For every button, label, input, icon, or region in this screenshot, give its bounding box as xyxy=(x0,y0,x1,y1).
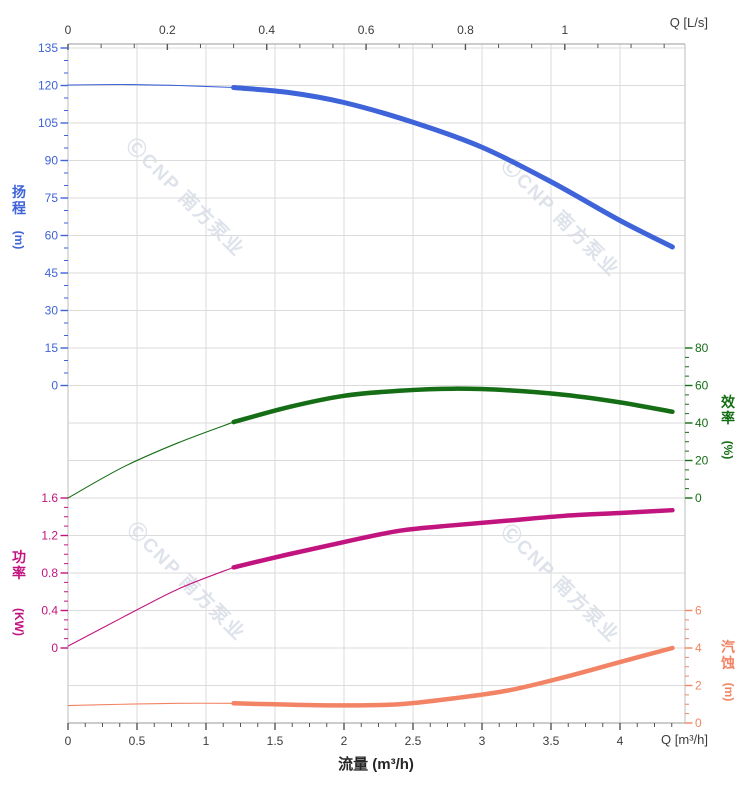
bottom-axis-tick-label: 2.5 xyxy=(405,734,422,748)
npsh-axis-unit: (m) xyxy=(722,682,736,702)
efficiency-axis-unit: (%) xyxy=(721,440,735,460)
watermark: ⒸCNP 南方泵业 xyxy=(122,133,250,261)
head-axis-tick-label: 90 xyxy=(45,154,59,168)
top-axis-tick-label: 0.6 xyxy=(358,23,375,37)
npsh-axis-tick-label: 0 xyxy=(695,716,702,730)
efficiency-axis-tick-label: 0 xyxy=(695,491,702,505)
bottom-axis-tick-label: 2 xyxy=(341,734,348,748)
efficiency-axis: 80 60 40 20 0 xyxy=(685,341,709,505)
npsh-axis: 6 4 2 0 xyxy=(685,604,702,730)
efficiency-axis-label: 效率 xyxy=(721,394,735,426)
efficiency-axis-tick-label: 80 xyxy=(695,341,709,355)
power-axis-unit: (KW) xyxy=(12,608,26,636)
bottom-axis-tick-label: 0 xyxy=(65,734,72,748)
npsh-axis-tick-label: 2 xyxy=(695,679,702,693)
bottom-axis-tick-label: 3.5 xyxy=(543,734,560,748)
watermark: ⒸCNP 南方泵业 xyxy=(123,517,251,645)
head-axis-tick-label: 60 xyxy=(45,229,59,243)
watermark: ⒸCNP 南方泵业 xyxy=(497,153,625,281)
bottom-axis-tick-label: 1 xyxy=(203,734,210,748)
curves xyxy=(67,83,675,708)
top-axis-tick-label: 1 xyxy=(561,23,568,37)
npsh-curve-thin xyxy=(67,702,235,707)
power-curve xyxy=(231,507,675,570)
top-axis-title: Q [L/s] xyxy=(669,15,708,30)
efficiency-axis-tick-label: 40 xyxy=(695,416,709,430)
npsh-axis-tick-label: 4 xyxy=(695,641,702,655)
head-axis-tick-label: 135 xyxy=(38,41,58,55)
head-axis-label: 扬程 xyxy=(12,184,26,216)
head-axis-tick-label: 45 xyxy=(45,266,59,280)
head-axis-tick-label: 75 xyxy=(45,191,59,205)
head-curve xyxy=(231,85,675,250)
head-axis: 135 120 105 90 75 60 45 30 15 0 xyxy=(38,41,68,393)
efficiency-curve-thin xyxy=(67,421,235,499)
power-axis-tick-label: 1.2 xyxy=(41,529,58,543)
power-axis-tick-label: 0 xyxy=(51,641,58,655)
head-axis-tick-label: 105 xyxy=(38,116,58,130)
head-axis-tick-label: 30 xyxy=(45,304,59,318)
power-axis: 1.6 1.2 0.8 0.4 0 xyxy=(41,491,68,655)
top-axis-tick-label: 0.4 xyxy=(258,23,275,37)
efficiency-axis-tick-label: 20 xyxy=(695,454,709,468)
power-axis-label: 功率 xyxy=(12,549,26,581)
power-axis-tick-label: 0.8 xyxy=(41,566,58,580)
power-curve-thin xyxy=(67,566,235,647)
power-axis-tick-label: 0.4 xyxy=(41,604,58,618)
npsh-axis-label: 汽蚀 xyxy=(721,639,735,671)
bottom-axis-title: Q [m³/h] xyxy=(661,732,708,747)
power-axis-tick-label: 1.6 xyxy=(41,491,58,505)
npsh-axis-tick-label: 6 xyxy=(695,604,702,618)
bottom-axis-tick-label: 1.5 xyxy=(267,734,284,748)
head-curve-thin xyxy=(67,83,235,89)
watermark: ⒸCNP 南方泵业 xyxy=(497,519,625,647)
top-axis: 0 0.2 0.4 0.6 0.8 1 xyxy=(65,23,665,50)
gridlines xyxy=(68,44,685,723)
head-axis-tick-label: 0 xyxy=(51,379,58,393)
top-axis-tick-label: 0 xyxy=(65,23,72,37)
efficiency-axis-tick-label: 60 xyxy=(695,379,709,393)
flow-axis-label: 流量 (m³/h) xyxy=(338,756,414,773)
head-axis-tick-label: 15 xyxy=(45,341,59,355)
head-axis-tick-label: 120 xyxy=(38,79,58,93)
bottom-axis-tick-label: 0.5 xyxy=(129,734,146,748)
bottom-axis: 0 0.5 1 1.5 2 2.5 3 3.5 4 xyxy=(65,723,673,748)
npsh-curve xyxy=(231,645,675,708)
head-axis-unit: (m) xyxy=(12,230,26,250)
top-axis-tick-label: 0.8 xyxy=(457,23,474,37)
bottom-axis-tick-label: 4 xyxy=(617,734,624,748)
efficiency-curve xyxy=(231,386,675,425)
top-axis-tick-label: 0.2 xyxy=(159,23,176,37)
bottom-axis-tick-label: 3 xyxy=(479,734,486,748)
